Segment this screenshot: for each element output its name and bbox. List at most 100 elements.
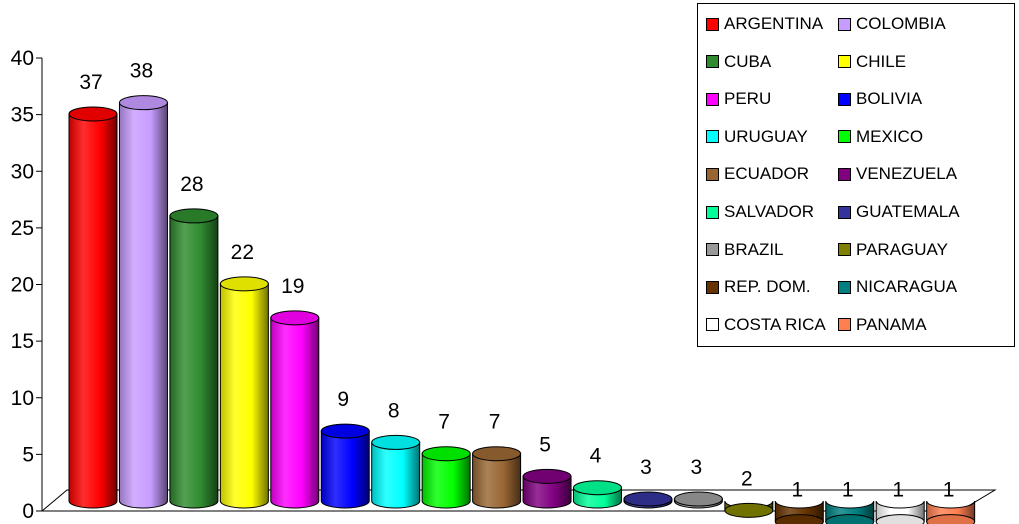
y-tick-label: 25 [11, 217, 34, 240]
bar-body [219, 283, 269, 509]
legend-item: CUBA [706, 51, 771, 73]
legend-swatch [706, 55, 719, 69]
bar-top [320, 423, 370, 439]
bar-mexico [421, 446, 471, 509]
bar-argentina [68, 106, 118, 509]
legend-item: CHILE [838, 51, 906, 73]
legend-item: PARAGUAY [838, 239, 948, 261]
data-label: 1 [791, 479, 803, 502]
legend-label: SALVADOR [724, 202, 815, 221]
bar-venezuela [522, 468, 572, 509]
bar-rep-dom [774, 500, 824, 524]
data-label: 19 [281, 275, 304, 298]
legend-label: CHILE [856, 51, 907, 71]
y-tick-label: 20 [11, 274, 34, 297]
legend-swatch [706, 280, 719, 294]
bar-body [421, 453, 471, 509]
data-label: 5 [539, 433, 551, 456]
legend-label: COSTA RICA [724, 314, 826, 334]
legend-item: MEXICO [838, 126, 923, 148]
data-label: 3 [640, 456, 652, 479]
legend-swatch [706, 205, 719, 219]
chart-bars [68, 95, 976, 524]
legend-swatch [838, 205, 851, 219]
bar-body [169, 215, 219, 509]
legend-swatch [838, 318, 851, 332]
bar-top [472, 446, 522, 462]
data-label: 38 [130, 60, 153, 83]
legend-swatch [838, 17, 851, 31]
bar-top [118, 95, 168, 111]
data-label: 7 [438, 411, 450, 434]
legend-item: BOLIVIA [838, 88, 922, 110]
bar-colombia [118, 95, 168, 509]
legend-item: PERU [706, 88, 771, 110]
y-tick-label: 35 [11, 104, 34, 127]
data-label: 22 [231, 241, 254, 264]
bar-paraguay [724, 500, 774, 518]
bar-costa-rica [875, 500, 925, 524]
legend-label: PANAMA [856, 314, 927, 334]
legend-swatch [838, 280, 851, 294]
bar-top [774, 514, 824, 524]
legend-item: BRAZIL [706, 239, 784, 261]
bar-body [320, 430, 370, 509]
legend-item: SALVADOR [706, 201, 814, 223]
data-label: 1 [892, 479, 904, 502]
legend-item: VENEZUELA [838, 163, 957, 185]
legend-swatch [838, 243, 851, 257]
legend-item: REP. DOM. [706, 276, 811, 298]
legend-item: COSTA RICA [706, 314, 826, 336]
legend-item: URUGUAY [706, 126, 808, 148]
chart-data-labels: 37 38 28 22 19 9 8 7 7 5 4 3 3 2 1 1 1 1 [79, 60, 954, 502]
bar-top [573, 480, 622, 496]
bar-brazil [673, 491, 723, 509]
chart-floor [40, 489, 997, 512]
bar-top [421, 446, 471, 462]
legend-label: MEXICO [856, 126, 924, 146]
legend-label: URUGUAY [724, 126, 808, 146]
legend-item: ARGENTINA [706, 13, 823, 35]
legend-swatch [706, 130, 719, 144]
bar-top [270, 310, 320, 326]
bar-cuba [169, 208, 219, 509]
bar-top [875, 514, 925, 524]
legend-swatch [706, 167, 719, 181]
data-label: 8 [388, 399, 400, 422]
chart-legend: ARGENTINA COLOMBIA CUBA CHILE PERU BOLIVIA URU… [697, 3, 1015, 347]
legend-swatch [838, 55, 851, 69]
data-label: 2 [741, 467, 753, 490]
bar-panama [926, 500, 976, 524]
bar-top [371, 434, 421, 450]
legend-item: PANAMA [838, 314, 927, 336]
legend-label: COLOMBIA [856, 14, 946, 33]
legend-label: VENEZUELA [856, 164, 958, 184]
legend-label: PARAGUAY [856, 239, 948, 259]
bar-top [673, 491, 723, 507]
bar-body [472, 453, 522, 509]
data-label: 9 [337, 388, 349, 411]
bar-top [169, 208, 219, 224]
y-tick-label: 30 [11, 160, 34, 183]
data-label: 37 [79, 71, 102, 94]
data-label: 3 [691, 456, 703, 479]
bar-top [926, 514, 976, 524]
bar-top [68, 106, 118, 122]
bar-top [219, 276, 269, 292]
data-label: 1 [943, 479, 955, 502]
legend-label: ECUADOR [724, 164, 810, 184]
bar-body [371, 441, 421, 509]
legend-label: ARGENTINA [724, 14, 824, 33]
legend-swatch [838, 92, 851, 106]
legend-swatch [706, 92, 719, 106]
legend-swatch [706, 318, 719, 332]
data-label: 7 [489, 411, 501, 434]
data-label: 1 [842, 479, 854, 502]
legend-swatch [838, 130, 851, 144]
legend-label: CUBA [724, 51, 772, 71]
bar-chile [219, 276, 269, 509]
legend-item: NICARAGUA [838, 276, 957, 298]
legend-swatch [838, 167, 851, 181]
